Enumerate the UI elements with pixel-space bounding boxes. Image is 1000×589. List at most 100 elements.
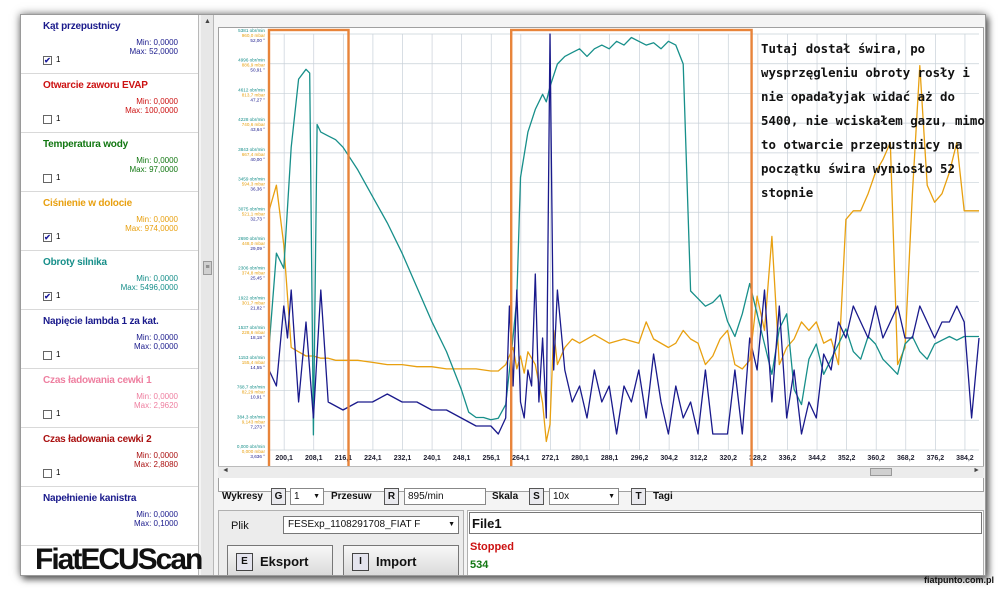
y-tick-label-rpm: 2306 obr/min [238,266,265,271]
plik-value: FESExp_1108291708_FIAT F [288,519,421,530]
plik-select[interactable]: FESExp_1108291708_FIAT F ▼ [283,516,459,534]
parameter-name: Czas ładowania cewki 1 [43,375,152,386]
parameter-checkbox[interactable] [43,351,52,360]
parameter-item[interactable]: Czas ładowania cewki 1 Min: 0,0000 Max: 2,… [21,369,198,428]
wykresy-label: Wykresy [222,491,263,502]
import-button[interactable]: I Import [343,545,459,575]
parameter-chart-index: 1 [56,173,61,182]
chart-area[interactable]: 200,1 208,1 216,1 224,1 232,1 240,1 248,1 256,1… [218,27,984,492]
y-tick-label-rpm: 4612 obr/min [238,87,265,92]
y-tick-label-pressure: 521,1 mbar [242,211,266,216]
scroll-right-icon[interactable]: ► [973,467,980,474]
skala-select[interactable]: 10x ▼ [549,488,619,505]
wykresy-select[interactable]: 1 ▼ [290,488,324,505]
przesuw-label: Przesuw [331,491,372,502]
x-tick-label: 264,1 [512,455,530,462]
parameter-min: Min: 0,0000 [136,38,178,47]
y-tick-label-rpm: 2690 obr/min [238,236,265,241]
x-tick-label: 352,2 [838,455,856,462]
y-tick-label-pressure: 740,6 mbar [242,122,266,127]
x-tick-label: 344,2 [808,455,826,462]
y-tick-label-rpm: 1537 obr/min [238,325,265,330]
x-tick-label: 208,1 [305,455,323,462]
parameter-item[interactable]: Kąt przepustnicy Min: 0,0000 Max: 52,0000 ✔… [21,15,198,74]
chevron-down-icon: ▼ [448,521,455,528]
parameter-item[interactable]: Ciśnienie w dolocie Min: 0,0000 Max: 974,0… [21,192,198,251]
parameter-chart-index: 1 [56,232,61,241]
parameter-checkbox[interactable] [43,174,52,183]
app-logo: FiatECUScan [35,543,203,576]
y-tick-label-throttle: 50,91 ° [250,68,265,73]
y-tick-label-throttle: 32,73 ° [250,216,265,221]
parameter-item[interactable]: Czas ładowania cewki 2 Min: 0,0000 Max: 2,… [21,428,198,487]
file-status: Stopped [470,541,514,553]
file-title: File1 [469,512,982,534]
y-tick-label-rpm: 768,7 obr/min [237,385,266,390]
scroll-up-icon[interactable]: ▲ [204,18,211,25]
series-line [268,36,979,436]
x-tick-label: 280,1 [571,455,589,462]
y-tick-label-throttle: 36,36 ° [250,187,265,192]
y-tick-label-pressure: 0,000 mbar [242,449,266,454]
y-tick-label-pressure: 155,4 mbar [242,360,266,365]
parameter-name: Napełnienie kanistra [43,493,137,504]
y-tick-label-rpm: 4996 obr/min [238,58,265,63]
y-tick-label-throttle: 40,00 ° [250,157,265,162]
parameter-min: Min: 0,0000 [136,215,178,224]
scroll-left-icon[interactable]: ◄ [222,467,229,474]
parameter-list-scrollbar[interactable]: ▲ ≡ [201,15,214,575]
parameter-item[interactable]: Napięcie lambda 1 za kat. Min: 0,0000 Max:… [21,310,198,369]
parameter-min: Min: 0,0000 [136,451,178,460]
y-tick-label-rpm: 1922 obr/min [238,295,265,300]
przesuw-select[interactable]: 895/min [404,488,486,505]
y-tick-label-rpm: 3459 obr/min [238,177,265,182]
parameter-checkbox[interactable]: ✔ [43,233,52,242]
x-tick-label: 296,2 [631,455,649,462]
parameter-item[interactable]: Temperatura wody Min: 0,0000 Max: 97,0000 1 [21,133,198,192]
chart-controls: Wykresy G 1 ▼ Przesuw R 895/min Skala S … [218,485,984,509]
x-tick-label: 376,2 [927,455,945,462]
y-tick-label-rpm: 384,3 obr/min [237,414,266,419]
y-tick-label-pressure: 228,6 mbar [242,330,266,335]
x-tick-label: 240,1 [423,455,441,462]
parameter-max: Max: 100,0000 [125,106,178,115]
y-tick-label-throttle: 3,636 ° [250,454,265,459]
y-tick-label-pressure: 813,7 mbar [242,92,266,97]
file-record-count: 534 [470,559,489,571]
x-tick-label: 272,1 [542,455,560,462]
eksport-button[interactable]: E Eksport [227,545,333,575]
parameter-checkbox[interactable] [43,115,52,124]
scroll-thumb[interactable] [870,468,892,476]
y-tick-label-pressure: 960,0 mbar [242,33,266,38]
x-tick-label: 312,2 [690,455,708,462]
y-tick-label-rpm: 1153 obr/min [239,355,266,360]
parameter-min: Min: 0,0000 [136,97,178,106]
file-info-panel: File1 Stopped 534 [467,510,984,575]
series-line [268,33,980,435]
parameter-list: Kąt przepustnicy Min: 0,0000 Max: 52,0000 ✔… [21,15,199,575]
parameter-item[interactable]: Otwarcie zaworu EVAP Min: 0,0000 Max: 100,… [21,74,198,133]
tagi-label[interactable]: Tagi [653,491,673,502]
parameter-checkbox[interactable] [43,469,52,478]
parameter-max: Max: 97,0000 [129,165,178,174]
parameter-checkbox[interactable]: ✔ [43,56,52,65]
scroll-grip[interactable]: ≡ [203,261,212,275]
x-tick-label: 328,2 [749,455,767,462]
parameter-chart-index: 1 [56,55,61,64]
parameter-name: Obroty silnika [43,257,107,268]
parameter-checkbox[interactable] [43,410,52,419]
highlight-box [510,28,753,468]
parameter-item[interactable]: Napełnienie kanistra Min: 0,0000 Max: 0,10… [21,487,198,546]
x-tick-label: 248,1 [453,455,471,462]
parameter-chart-index: 1 [56,409,61,418]
file-panel: Plik FESExp_1108291708_FIAT F ▼ E Ekspor… [218,510,464,575]
x-tick-label: 320,2 [720,455,738,462]
x-tick-label: 384,2 [956,455,974,462]
chart-horizontal-scrollbar[interactable]: ◄ ► [218,466,984,478]
parameter-item[interactable]: Obroty silnika Min: 0,0000 Max: 5496,0000 ✔… [21,251,198,310]
parameter-checkbox[interactable]: ✔ [43,292,52,301]
parameter-max: Max: 2,9620 [133,401,178,410]
parameter-name: Otwarcie zaworu EVAP [43,80,148,91]
import-shortcut: I [352,553,369,571]
y-tick-label-throttle: 18,18 ° [250,335,265,340]
